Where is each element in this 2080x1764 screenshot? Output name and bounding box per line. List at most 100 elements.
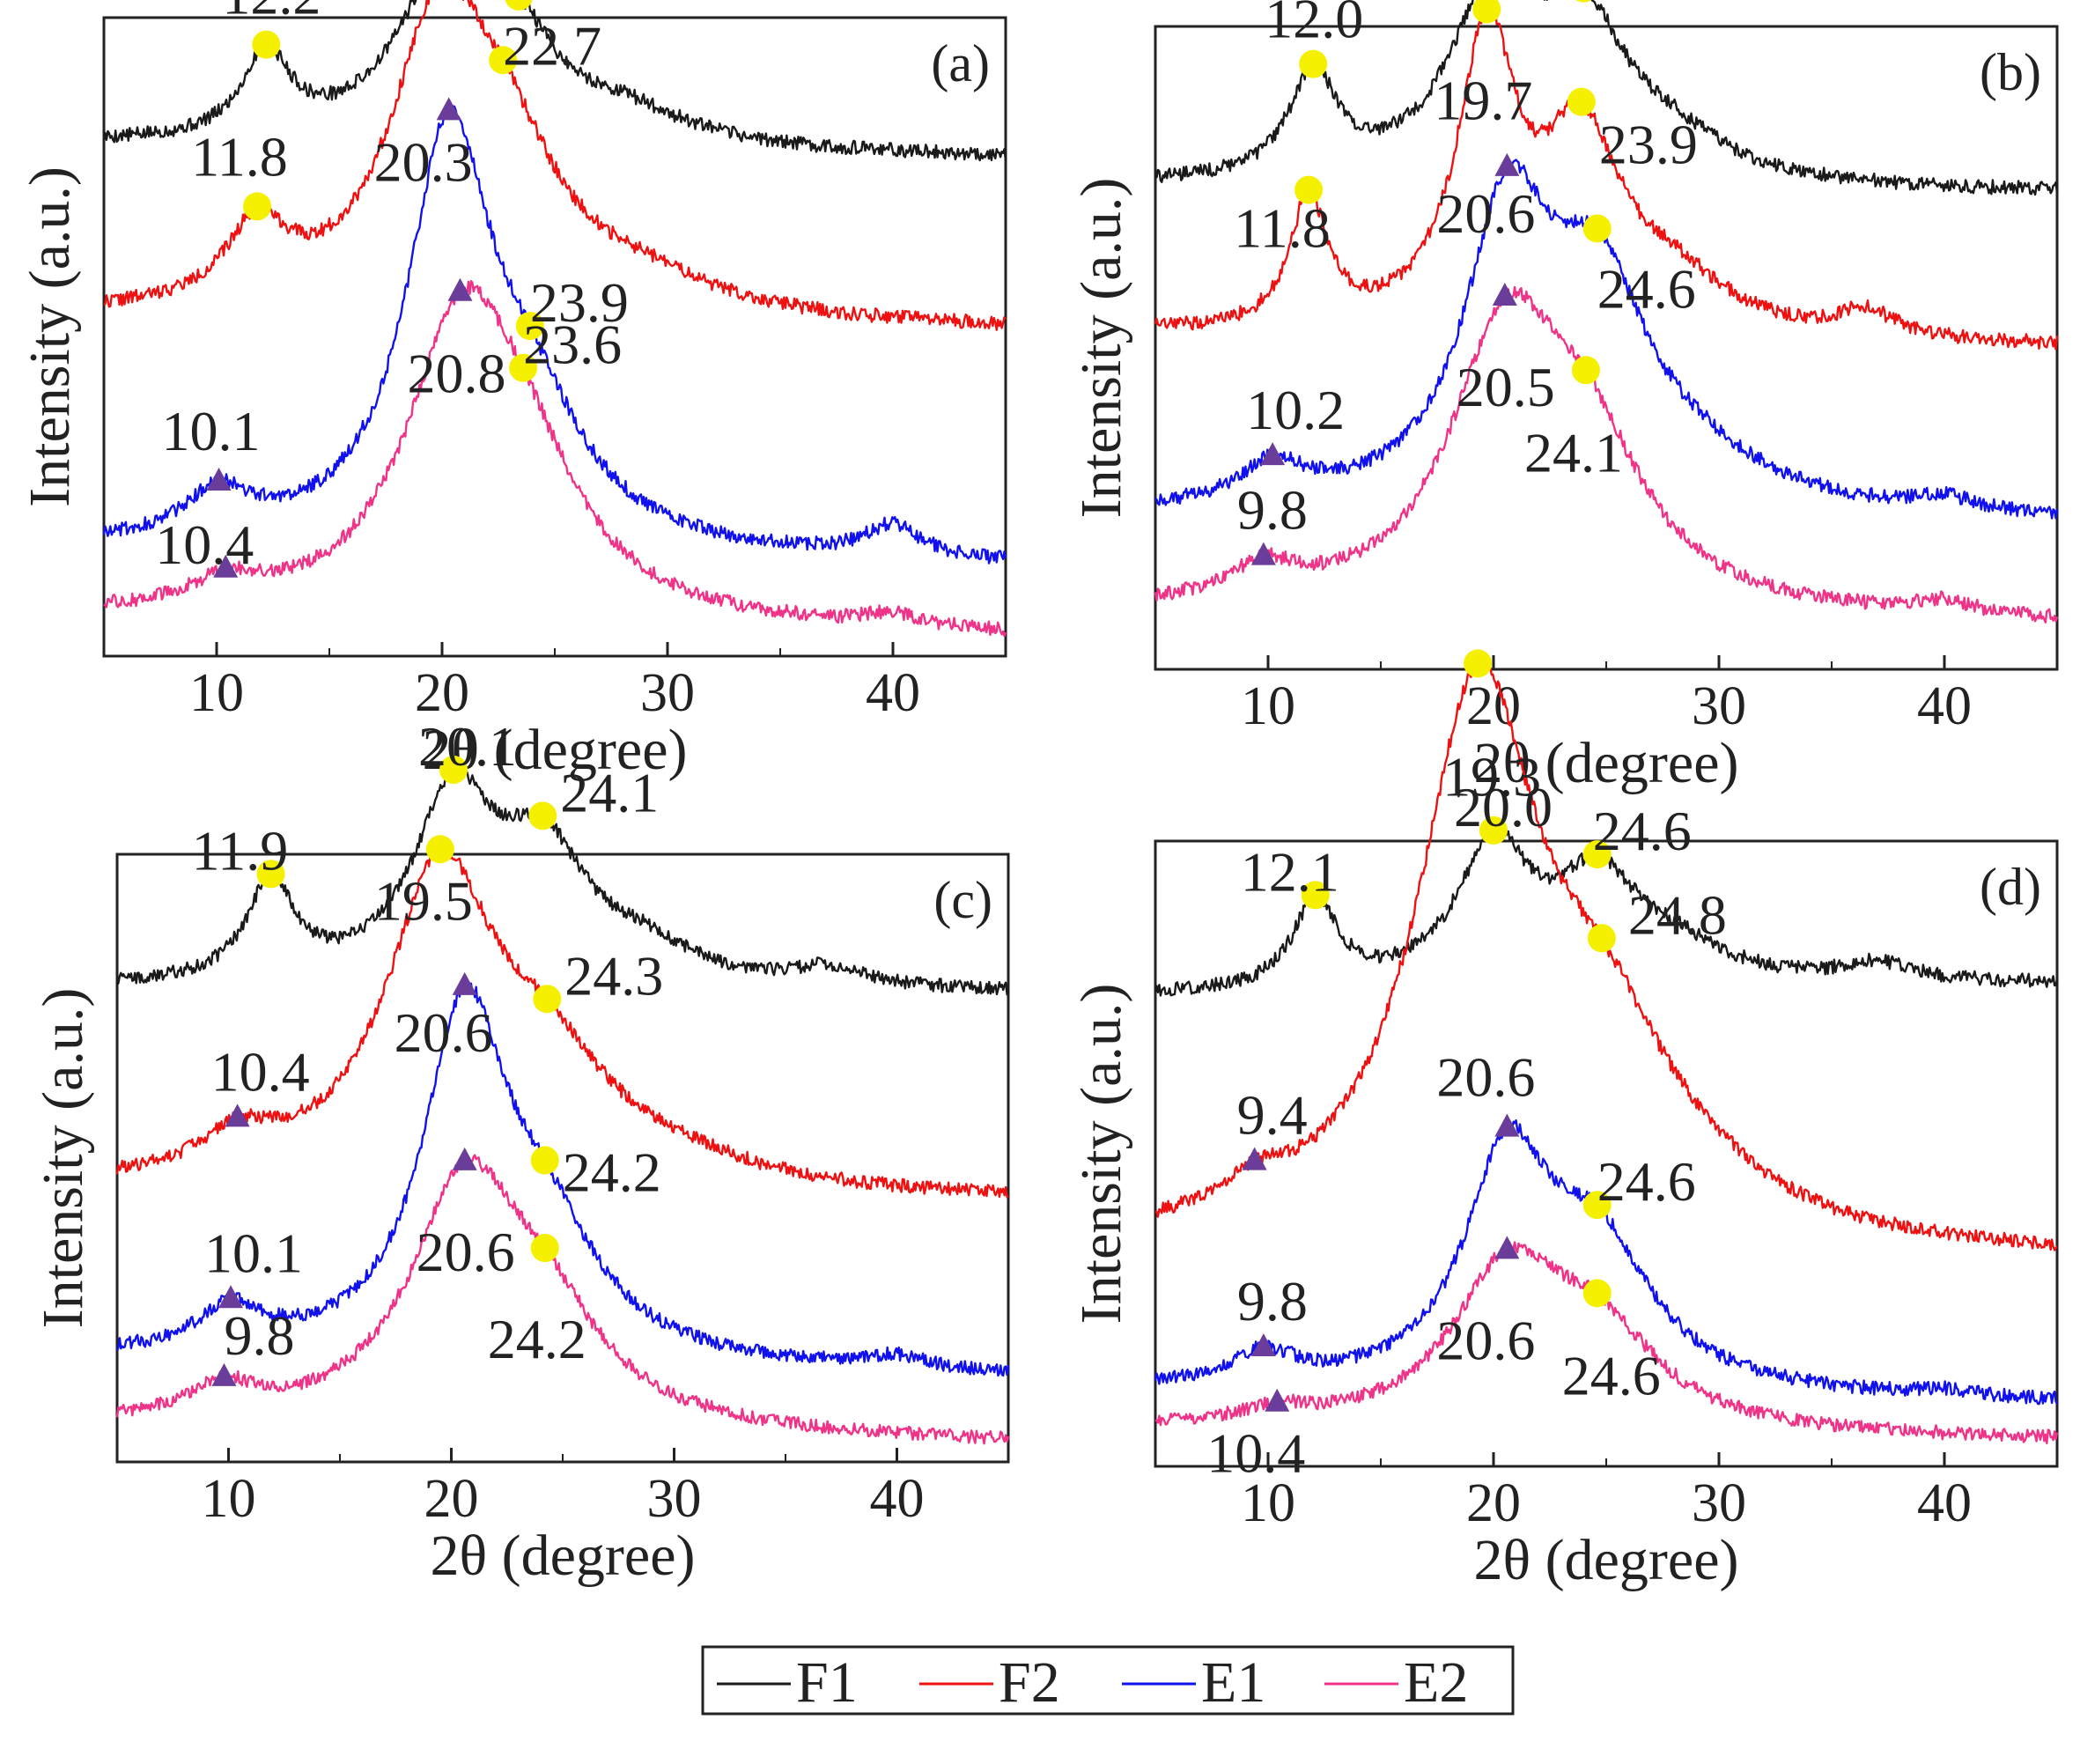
panel-label: (d) (1980, 858, 2041, 916)
peak-marker-circle (1294, 175, 1324, 204)
peak-label: 11.8 (191, 125, 288, 188)
series-line-f2 (115, 841, 1009, 1199)
peak-label: 24.3 (564, 944, 663, 1007)
peak-marker-circle (243, 192, 272, 221)
peak-marker-triangle (452, 971, 477, 995)
peak-label: 10.1 (162, 400, 261, 462)
peak-label: 23.9 (530, 271, 629, 334)
peak-label: 20.6 (395, 1001, 493, 1064)
peak-marker-triangle (1260, 442, 1286, 466)
x-tick-label: 10 (189, 663, 244, 723)
peak-label: 10.2 (1246, 379, 1345, 441)
peak-marker-circle (1582, 1191, 1612, 1220)
peak-marker-circle (1479, 816, 1508, 845)
peak-label: 9.4 (1237, 1084, 1308, 1147)
peak-label: 20.6 (417, 1221, 515, 1283)
x-tick-label: 30 (1692, 1473, 1746, 1533)
peak-marker-triangle (218, 1285, 244, 1309)
peak-marker-circle (515, 312, 544, 341)
peak-marker-circle (1571, 356, 1600, 385)
peak-label: 20.3 (374, 130, 473, 193)
x-tick-label: 20 (415, 663, 469, 723)
peak-marker-circle (256, 860, 285, 889)
x-axis-title: 2θ (degree) (431, 1524, 696, 1588)
series-line-e2 (103, 280, 1007, 638)
peak-marker-circle (252, 30, 281, 59)
peak-marker-triangle (206, 468, 232, 491)
peak-marker-circle (1582, 840, 1612, 869)
peak-marker-circle (1472, 0, 1501, 24)
peak-label: 10.1 (204, 1222, 303, 1284)
xrd-panel-c: 10 20 30 40 2θ (degree) Intensity (a.u.) (c) 11… (31, 715, 1010, 1588)
x-tick-label: 20 (1466, 1473, 1521, 1533)
peak-marker-triangle (452, 1147, 477, 1170)
peak-label: 24.2 (488, 1308, 586, 1370)
x-tick-label: 10 (1241, 676, 1295, 736)
x-tick-label: 40 (1917, 1473, 1972, 1533)
x-tick-label: 40 (870, 1469, 925, 1529)
peak-marker-circle (439, 755, 468, 784)
peak-marker-triangle (213, 554, 239, 578)
peak-marker-circle (530, 1234, 559, 1263)
x-tick-label: 40 (866, 663, 920, 723)
peak-label: 22.7 (503, 14, 601, 77)
x-tick-label: 10 (1241, 1473, 1295, 1533)
peak-label: 12.2 (222, 0, 321, 26)
peak-label: 23.6 (523, 314, 622, 376)
series-line-f1 (102, 0, 1007, 162)
peak-marker-circle (530, 1146, 559, 1175)
series-line-e1 (115, 978, 1010, 1377)
peak-marker-triangle (1492, 282, 1517, 306)
peak-marker-triangle (447, 277, 473, 301)
peak-label: 9.8 (1237, 479, 1308, 542)
panel-label: (b) (1980, 43, 2041, 101)
peak-marker-triangle (1494, 1236, 1520, 1259)
legend-label-e2: E2 (1404, 1650, 1468, 1715)
peak-label: 10.4 (155, 513, 254, 576)
peak-marker-circle (1464, 649, 1493, 678)
peak-marker-circle (1582, 214, 1612, 243)
y-axis-title: Intensity (a.u.) (1069, 178, 1133, 519)
peak-marker-triangle (1494, 1113, 1520, 1137)
peak-marker-circle (528, 801, 557, 830)
panel-label: (a) (931, 34, 990, 92)
peak-label: 12.0 (1265, 0, 1363, 50)
peak-label: 20.6 (1436, 1046, 1535, 1109)
peak-marker-circle (425, 835, 454, 864)
peak-marker-circle (1575, 0, 1592, 3)
peak-label: 11.9 (192, 819, 289, 882)
peak-label: 10.4 (211, 1040, 310, 1103)
x-tick-label: 30 (647, 1469, 702, 1529)
peak-label: 20.6 (1436, 182, 1535, 245)
legend-label-e1: E1 (1201, 1650, 1265, 1715)
xrd-panel-d: 10 20 30 40 2θ (degree) Intensity (a.u.) (d) 12… (1069, 649, 2059, 1592)
peak-label: 24.2 (563, 1141, 661, 1204)
peak-label: 20.5 (1457, 356, 1555, 418)
peak-label: 9.8 (224, 1304, 294, 1367)
peak-marker-circle (489, 46, 518, 75)
peak-label: 24.6 (1597, 257, 1696, 320)
peak-marker-circle (1582, 1279, 1612, 1308)
x-axis-title: 2θ (degree) (1474, 1528, 1739, 1592)
peak-marker-triangle (1242, 1147, 1267, 1170)
peak-label: 24.6 (1597, 1150, 1696, 1213)
peak-marker-triangle (211, 1362, 237, 1386)
peak-marker-circle (1299, 49, 1328, 78)
peak-marker-circle (1301, 881, 1330, 910)
y-axis-title: Intensity (a.u.) (31, 988, 95, 1329)
peak-marker-triangle (1265, 1388, 1290, 1412)
peak-label: 19.7 (1434, 70, 1532, 132)
x-tick-label: 10 (202, 1469, 256, 1529)
x-tick-label: 30 (640, 663, 695, 723)
series-line-e2 (115, 1154, 1010, 1445)
peak-label: 24.8 (1628, 883, 1727, 946)
peak-marker-triangle (436, 97, 461, 121)
peak-label: 24.1 (560, 761, 659, 823)
peak-marker-circle (1587, 924, 1616, 953)
peak-label: 24.6 (1593, 800, 1692, 862)
x-tick-label: 30 (1692, 676, 1746, 736)
legend-label-f1: F1 (796, 1650, 858, 1715)
